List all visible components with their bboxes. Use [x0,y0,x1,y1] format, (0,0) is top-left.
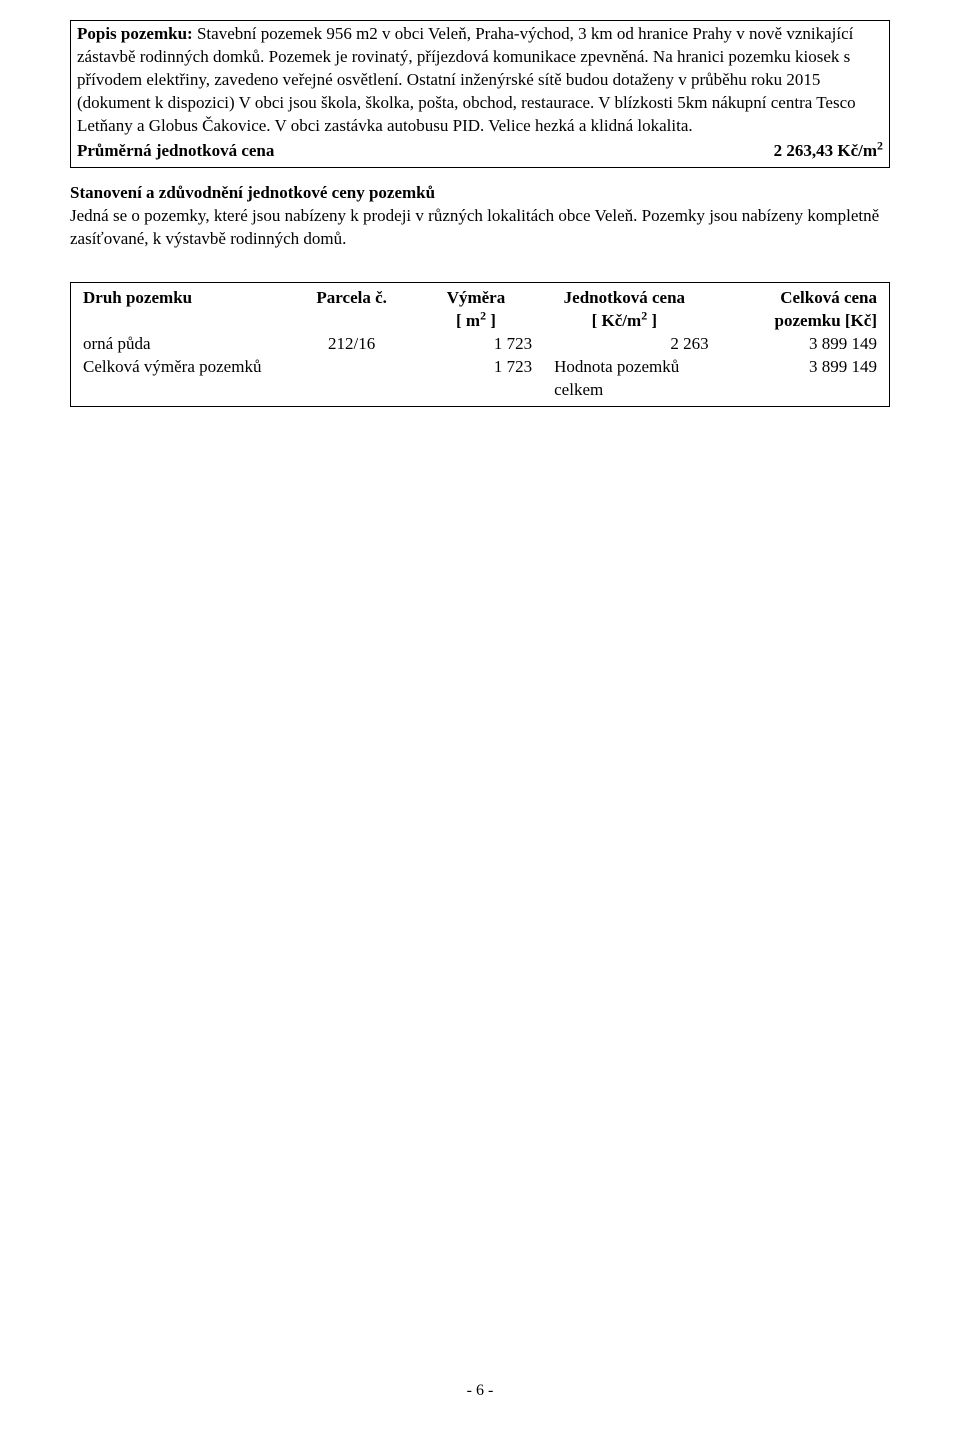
header-parcela: Parcela č. [288,287,416,333]
price-table-box: Druh pozemku Parcela č. Výměra [ m2 ] Je… [70,282,890,407]
header-celkova-unit: pozemku [Kč] [717,310,877,333]
justification-title: Stanovení a zdůvodnění jednotkové ceny p… [70,182,890,205]
total-vymera: 1 723 [416,356,536,402]
header-celkova: Celková cena pozemku [Kč] [713,287,881,333]
table-header-row: Druh pozemku Parcela č. Výměra [ m2 ] Je… [79,287,881,333]
page-number: - 6 - [0,1380,960,1402]
header-druh: Druh pozemku [79,287,288,333]
cell-druh: orná půda [79,333,288,356]
description-paragraph: Popis pozemku: Stavební pozemek 956 m2 v… [77,23,883,138]
description-label: Popis pozemku: [77,24,193,43]
cell-jednotkova: 2 263 [536,333,712,356]
justification-text: Jedná se o pozemky, které jsou nabízeny … [70,205,890,251]
cell-celkova: 3 899 149 [713,333,881,356]
table-data-row: orná půda 212/16 1 723 2 263 3 899 149 [79,333,881,356]
table-total-row: Celková výměra pozemků 1 723 Hodnota poz… [79,356,881,402]
total-hodnota-label: Hodnota pozemků celkem [536,356,712,402]
total-celkova: 3 899 149 [713,356,881,402]
header-vymera-unit: [ m2 ] [420,310,532,333]
price-table: Druh pozemku Parcela č. Výměra [ m2 ] Je… [79,287,881,402]
cell-parcela: 212/16 [288,333,416,356]
total-label: Celková výměra pozemků [79,356,416,402]
average-price-row: Průměrná jednotková cena 2 263,43 Kč/m2 [77,140,883,163]
average-price-value: 2 263,43 Kč/m2 [774,140,883,163]
header-vymera: Výměra [ m2 ] [416,287,536,333]
cell-vymera: 1 723 [416,333,536,356]
average-price-label: Průměrná jednotková cena [77,140,274,163]
description-text: Stavební pozemek 956 m2 v obci Veleň, Pr… [77,24,856,135]
justification-block: Stanovení a zdůvodnění jednotkové ceny p… [70,182,890,251]
description-box: Popis pozemku: Stavební pozemek 956 m2 v… [70,20,890,168]
header-jednotkova: Jednotková cena [ Kč/m2 ] [536,287,712,333]
header-jednotkova-unit: [ Kč/m2 ] [540,310,708,333]
